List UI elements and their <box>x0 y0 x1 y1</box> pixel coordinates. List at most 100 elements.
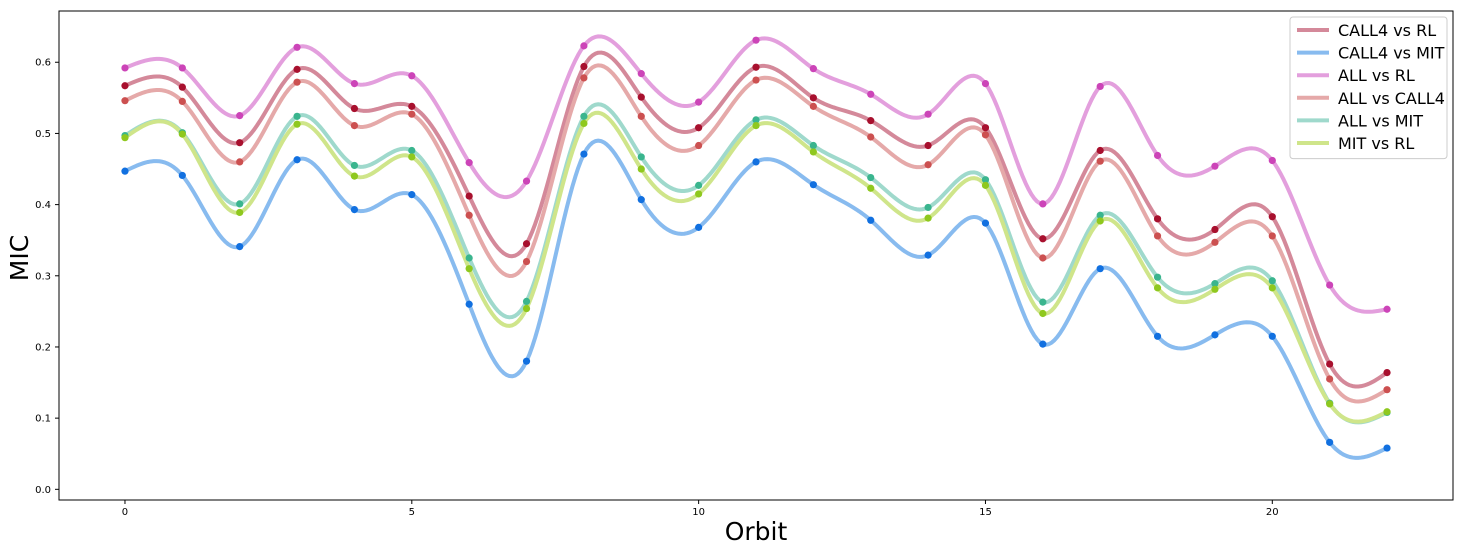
data-point-5-8 <box>580 119 588 128</box>
data-point-2-7 <box>522 177 531 185</box>
data-point-5-4 <box>350 172 359 180</box>
data-point-2-0 <box>121 64 129 72</box>
y-tick-label: 0.1 <box>35 414 51 425</box>
data-point-1-17 <box>1096 265 1104 273</box>
data-point-3-20 <box>1268 232 1276 240</box>
data-point-4-17 <box>1096 211 1104 219</box>
y-tick-label: 0.4 <box>35 200 51 211</box>
data-point-4-6 <box>465 254 473 262</box>
data-point-1-12 <box>809 181 817 189</box>
data-point-3-10 <box>695 141 703 150</box>
data-point-3-2 <box>236 158 244 166</box>
data-point-1-10 <box>695 223 703 231</box>
data-point-2-13 <box>867 90 875 98</box>
data-point-4-14 <box>924 203 932 212</box>
data-point-4-16 <box>1039 298 1047 306</box>
data-point-1-6 <box>465 300 473 308</box>
series-line-4 <box>122 102 1390 425</box>
data-point-3-19 <box>1211 238 1219 246</box>
data-point-0-14 <box>924 141 932 150</box>
data-point-5-1 <box>178 130 186 138</box>
data-point-0-1 <box>178 83 186 91</box>
data-point-2-3 <box>293 43 301 51</box>
data-point-3-14 <box>924 161 932 169</box>
data-point-4-4 <box>350 161 359 170</box>
data-point-1-16 <box>1039 340 1047 348</box>
data-point-5-6 <box>465 265 473 273</box>
data-point-5-16 <box>1039 309 1047 318</box>
data-point-4-8 <box>580 112 588 120</box>
data-point-3-16 <box>1039 254 1047 262</box>
data-point-1-9 <box>637 196 645 204</box>
data-point-5-15 <box>981 181 990 189</box>
y-axis-label: MIC <box>5 235 34 281</box>
data-point-3-17 <box>1096 157 1104 165</box>
data-point-1-13 <box>867 216 875 224</box>
series-line-3 <box>122 63 1390 404</box>
data-point-1-19 <box>1211 331 1219 339</box>
legend-label: CALL4 vs RL <box>1338 21 1436 40</box>
data-point-5-7 <box>522 304 531 313</box>
data-point-1-4 <box>350 205 359 214</box>
data-point-0-11 <box>752 63 760 71</box>
data-point-0-15 <box>981 124 990 132</box>
y-tick-label: 0.5 <box>35 129 51 140</box>
data-point-1-21 <box>1326 438 1334 446</box>
data-point-3-0 <box>121 97 129 105</box>
data-point-3-11 <box>752 76 760 84</box>
data-point-0-9 <box>637 93 645 101</box>
data-point-0-5 <box>408 102 416 110</box>
data-point-2-4 <box>350 80 359 88</box>
data-point-1-11 <box>752 158 760 166</box>
data-point-2-19 <box>1211 162 1219 170</box>
data-point-2-22 <box>1383 305 1391 313</box>
data-point-3-22 <box>1383 386 1391 394</box>
data-point-0-2 <box>236 139 244 147</box>
data-point-2-1 <box>178 64 186 72</box>
data-point-2-12 <box>809 65 817 73</box>
data-point-4-11 <box>752 116 760 124</box>
legend-label: ALL vs CALL4 <box>1338 89 1445 108</box>
plot-frame <box>58 10 1454 501</box>
legend-label: CALL4 vs MIT <box>1338 44 1445 63</box>
y-tick-label: 0.0 <box>35 485 51 496</box>
data-point-3-18 <box>1153 232 1162 240</box>
data-point-5-20 <box>1268 284 1276 292</box>
data-point-5-14 <box>924 214 932 222</box>
data-point-5-5 <box>408 153 416 161</box>
data-point-2-2 <box>236 112 244 120</box>
data-point-3-4 <box>350 122 359 130</box>
data-point-0-16 <box>1039 235 1047 243</box>
legend: CALL4 vs RL CALL4 vs MIT ALL vs RL ALL vs C… <box>1289 16 1448 160</box>
data-point-0-4 <box>350 104 359 113</box>
data-point-4-9 <box>637 153 645 161</box>
data-point-1-8 <box>580 150 588 158</box>
data-point-4-13 <box>867 173 875 182</box>
data-point-5-19 <box>1211 285 1219 293</box>
data-point-2-20 <box>1268 156 1276 165</box>
data-point-2-15 <box>981 80 990 88</box>
y-axis-ticks: 0.0 0.1 0.2 0.3 0.4 0.5 0.6 <box>35 58 59 496</box>
data-point-1-3 <box>293 156 301 164</box>
data-point-0-3 <box>293 65 301 73</box>
data-point-0-20 <box>1268 213 1276 221</box>
legend-label: MIT vs RL <box>1338 134 1414 153</box>
data-point-4-5 <box>408 146 416 155</box>
data-point-1-15 <box>981 219 990 227</box>
x-axis-ticks: 0 5 10 15 20 <box>122 500 1279 518</box>
data-point-1-5 <box>408 191 416 199</box>
data-point-4-2 <box>236 200 244 208</box>
x-tick-label: 5 <box>409 507 415 518</box>
data-point-4-3 <box>293 112 301 120</box>
data-point-0-6 <box>465 192 473 200</box>
data-point-5-22 <box>1383 408 1391 416</box>
data-point-3-8 <box>580 74 588 82</box>
data-point-0-22 <box>1383 368 1391 377</box>
data-point-3-13 <box>867 133 875 141</box>
data-point-5-13 <box>867 184 875 192</box>
data-point-2-14 <box>924 110 932 118</box>
data-point-5-11 <box>752 122 760 130</box>
data-point-2-6 <box>465 159 473 167</box>
x-tick-label: 15 <box>979 507 992 518</box>
data-point-0-19 <box>1211 225 1219 234</box>
